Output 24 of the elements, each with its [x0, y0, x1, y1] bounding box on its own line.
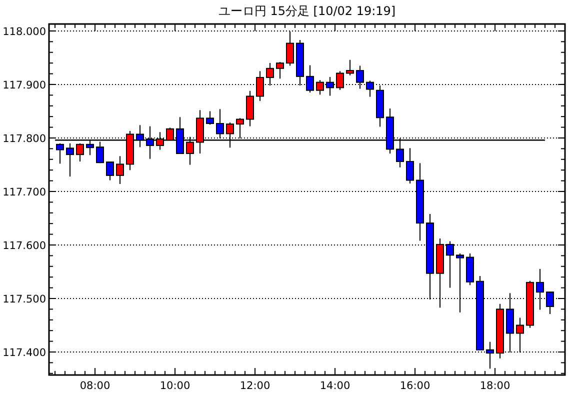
y-tick-label: 118.000 [2, 26, 46, 38]
candlestick [206, 110, 214, 126]
y-tick-label: 117.800 [2, 132, 46, 145]
x-tick-label: 10:00 [160, 380, 190, 392]
candlestick [276, 61, 284, 80]
y-tick-label: 117.500 [2, 293, 46, 306]
candlestick [56, 142, 64, 164]
chart-title: ユーロ円 15分足 [10/02 19:19] [218, 4, 396, 18]
x-tick-label: 18:00 [480, 380, 510, 392]
candlestick [246, 90, 254, 127]
candlestick [76, 142, 84, 162]
x-tick-label: 08:00 [80, 380, 110, 392]
candlestick [106, 161, 114, 181]
y-tick-label: 117.700 [2, 186, 46, 198]
candlestick [116, 156, 124, 184]
x-tick-label: 14:00 [320, 380, 350, 392]
y-tick-label: 117.900 [2, 79, 46, 92]
y-tick-label: 117.400 [2, 346, 46, 359]
y-tick-label: 117.600 [2, 240, 46, 252]
candlestick [66, 142, 74, 177]
candlestick [346, 59, 354, 76]
x-tick-label: 16:00 [400, 380, 430, 392]
x-tick-label: 12:00 [240, 380, 270, 392]
candlestick [406, 148, 414, 184]
